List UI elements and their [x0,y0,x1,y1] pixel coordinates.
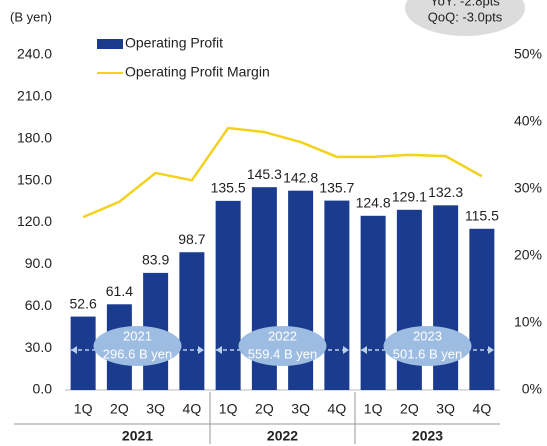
legend-label: Operating Profit Margin [125,64,270,80]
x-tick-label: 1Q [74,401,93,417]
y2-tick-label: 50% [514,46,542,62]
bar [360,215,386,390]
y2-tick-label: 30% [514,180,542,196]
value-label: 135.7 [319,179,354,195]
value-label: 98.7 [178,231,205,247]
value-label: 129.1 [392,189,427,205]
value-label: 142.8 [283,169,318,185]
y2-tick-label: 20% [514,247,542,263]
annotation-year: 2022 [268,328,297,343]
x-tick-label: 3Q [291,401,310,417]
callout-text: YoY: -2.8pts [430,0,500,8]
group-label: 2022 [267,428,298,444]
value-label: 135.5 [211,180,246,196]
value-label: 124.8 [356,195,391,211]
callout-box [405,0,525,36]
y-tick-label: 30.0 [25,339,52,355]
x-tick-label: 2Q [400,401,419,417]
x-tick-label: 1Q [219,401,238,417]
line [82,126,483,219]
y-tick-label: 150.0 [17,171,52,187]
annotation-total: 501.6 B yen [393,346,462,361]
y2-tick-label: 0% [522,381,542,397]
annotation-year: 2021 [123,328,152,343]
x-tick-label: 3Q [146,401,165,417]
y-tick-label: 90.0 [25,255,52,271]
value-label: 115.5 [465,207,499,223]
value-label: 61.4 [106,283,133,299]
annotation-bubble [383,326,472,366]
x-tick-label: 2Q [110,401,129,417]
y2-tick-label: 10% [514,314,542,330]
value-label: 52.6 [70,295,97,311]
group-label: 2023 [412,428,443,444]
annotation-total: 559.4 B yen [248,346,317,361]
bar [215,200,241,390]
x-tick-label: 1Q [364,401,383,417]
bar [70,316,96,390]
x-tick-label: 4Q [473,401,492,417]
value-label: 83.9 [142,252,169,268]
y-tick-label: 240.0 [17,46,52,62]
x-tick-label: 4Q [328,401,347,417]
value-label: 145.3 [247,166,282,182]
y-tick-label: 60.0 [25,297,52,313]
y-tick-label: 180.0 [17,129,52,145]
y-tick-label: 210.0 [17,88,52,104]
y-tick-label: 120.0 [17,213,52,229]
bar [469,228,495,390]
x-tick-label: 2Q [255,401,274,417]
y-tick-label: 0.0 [33,381,53,397]
value-label: 132.3 [428,184,463,200]
x-tick-label: 3Q [436,401,455,417]
y-axis-label: (B yen) [10,9,52,24]
x-tick-label: 4Q [183,401,202,417]
legend-swatch [97,39,123,49]
bar [324,200,350,390]
callout-text: QoQ: -3.0pts [428,9,503,24]
bar [179,252,205,390]
group-label: 2021 [122,428,153,444]
legend-label: Operating Profit [125,35,223,51]
annotation-year: 2023 [413,328,442,343]
y2-tick-label: 40% [514,113,542,129]
annotation-bubble [238,326,327,366]
annotation-total: 296.6 B yen [103,346,172,361]
annotation-bubble [93,326,182,366]
